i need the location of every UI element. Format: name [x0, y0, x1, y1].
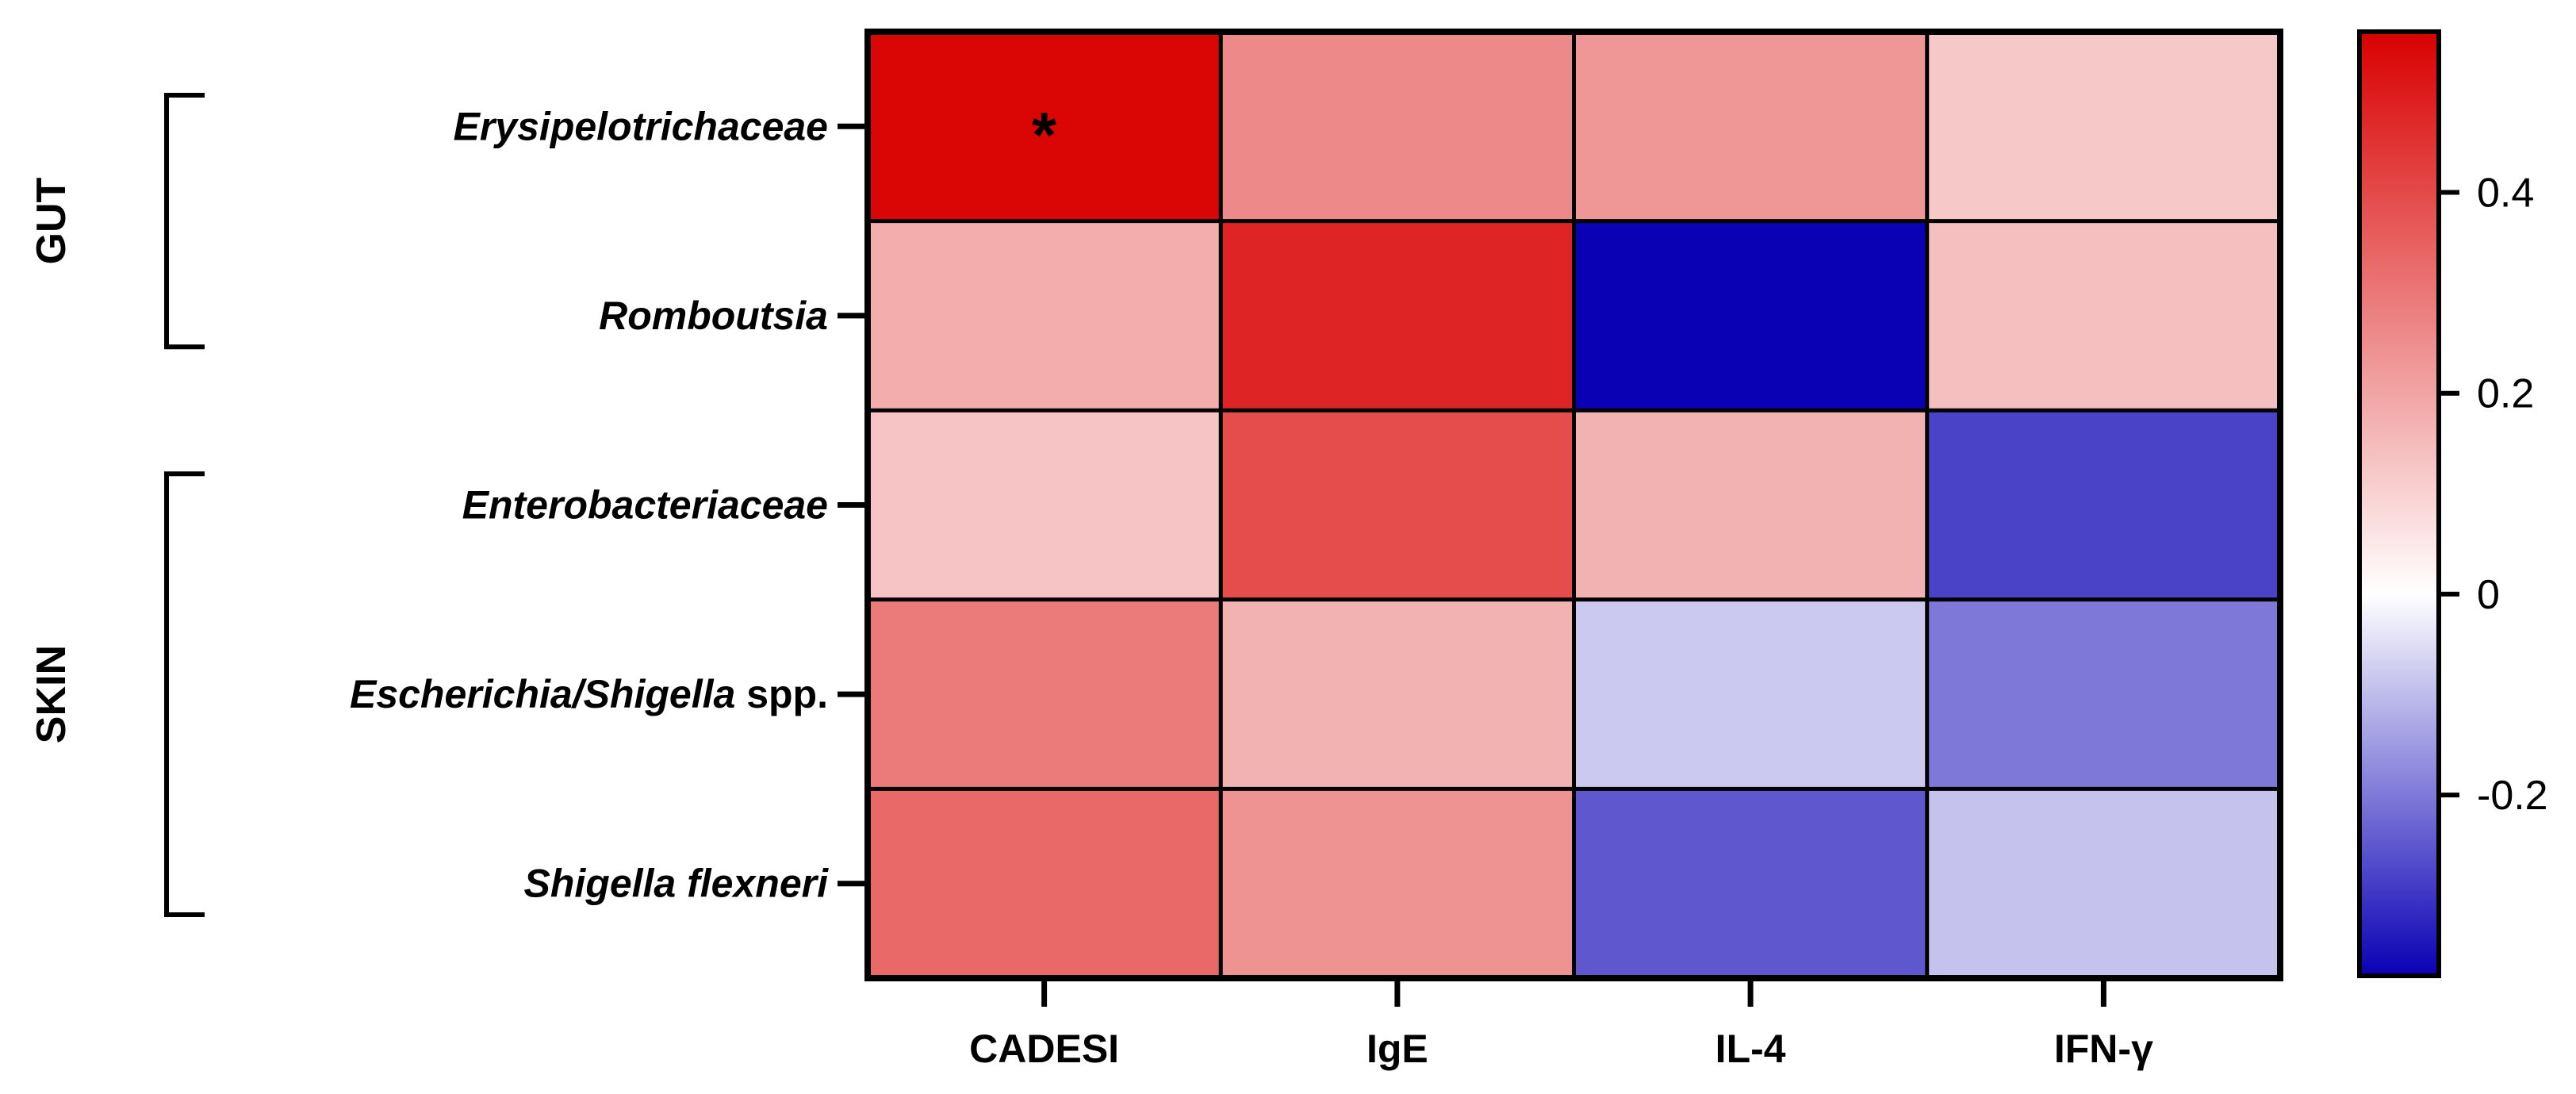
group-label: GUT [29, 177, 75, 264]
colorbar: 0.4 0.2 0 -0.2 [2357, 29, 2548, 978]
row-label: Erysipelotrichaceae [454, 104, 829, 148]
colorbar-tick-label: 0.4 [2477, 171, 2534, 217]
colorbar-tick-label: -0.2 [2477, 773, 2548, 819]
heatmap-cell-r4-c2 [1574, 789, 1927, 978]
heatmap-cell-r0-c2 [1574, 32, 1927, 221]
heatmap-cell-r4-c1 [1221, 789, 1574, 978]
column-labels: CADESI IgE IL-4 IFN-γ [969, 981, 2153, 1071]
colorbar-tick-label: 0.2 [2477, 371, 2534, 417]
group-bracket [164, 471, 205, 917]
heatmap-cell-r0-c3 [1926, 32, 2280, 221]
heatmap-cell-r4-c0 [868, 789, 1221, 978]
colorbar-scale [2357, 29, 2441, 978]
group-bracket [164, 93, 205, 350]
column-label: IgE [1367, 1027, 1428, 1071]
column-label: IL-4 [1715, 1027, 1786, 1071]
heatmap-cell-r2-c0 [868, 410, 1221, 600]
row-label: Escherichia/Shigella spp. [350, 672, 828, 716]
heatmap-cell-r1-c0 [868, 221, 1221, 411]
heatmap-cell-r3-c2 [1574, 599, 1927, 789]
heatmap-cell-r4-c3 [1926, 789, 2280, 978]
heatmap-cell-r2-c3 [1926, 410, 2280, 600]
row-label: Shigella flexneri [524, 862, 830, 906]
row-label: Romboutsia [599, 294, 828, 338]
heatmap-cells: * [868, 32, 2280, 978]
heatmap-cell-r3-c1 [1221, 599, 1574, 789]
colorbar-tick-label: 0 [2477, 572, 2500, 618]
heatmap-grid [864, 29, 2283, 981]
row-label: Enterobacteriaceae [462, 483, 828, 528]
heatmap-cell-r1-c2 [1574, 221, 1927, 411]
column-label: IFN-γ [2054, 1027, 2153, 1071]
group-label: SKIN [29, 645, 75, 743]
heatmap-cell-r1-c1 [1221, 221, 1574, 411]
heatmap-cell-r0-c1 [1221, 32, 1574, 221]
group-brackets: GUT SKIN [29, 93, 205, 917]
heatmap-cell-r0-c0 [868, 32, 1221, 221]
heatmap-cell-r2-c2 [1574, 410, 1927, 600]
significance-marker: * [1032, 99, 1057, 170]
column-label: CADESI [969, 1027, 1119, 1071]
heatmap-cell-r2-c1 [1221, 410, 1574, 600]
heatmap-cell-r3-c0 [868, 599, 1221, 789]
row-labels: Erysipelotrichaceae Romboutsia Enterobacte… [350, 104, 864, 906]
heatmap-frame [864, 29, 2283, 981]
heatmap-cell-r3-c3 [1926, 599, 2280, 789]
heatmap-cell-r1-c3 [1926, 221, 2280, 411]
